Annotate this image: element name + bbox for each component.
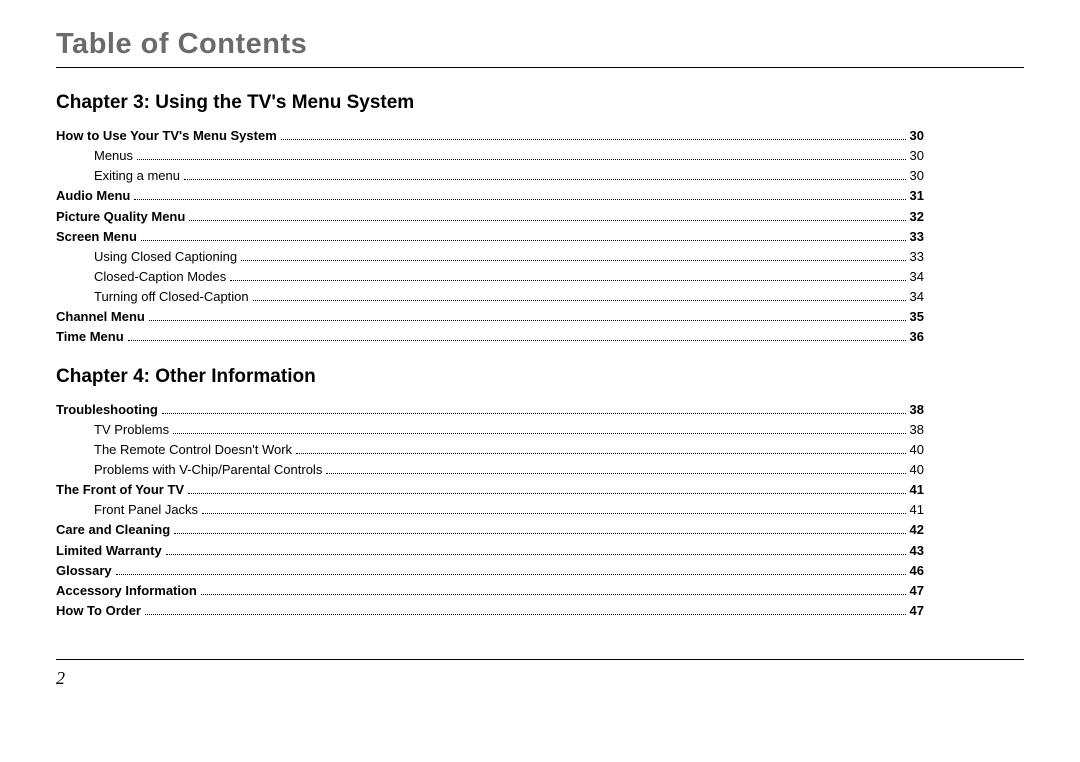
toc-entry-page: 36 (910, 327, 924, 347)
toc-entry-page: 33 (910, 247, 924, 267)
toc-entry-label: Exiting a menu (56, 166, 180, 186)
toc-leader-dots (253, 300, 906, 301)
toc-entry-label: Turning off Closed-Caption (56, 287, 249, 307)
toc-entry: Troubleshooting 38 (56, 400, 924, 420)
toc-entry: How to Use Your TV's Menu System 30 (56, 126, 924, 146)
toc-entry-label: Audio Menu (56, 186, 130, 206)
toc-entry: Accessory Information 47 (56, 581, 924, 601)
section-heading: Chapter 3: Using the TV's Menu System (56, 92, 924, 114)
toc-entry-page: 35 (910, 307, 924, 327)
toc-sections: Chapter 3: Using the TV's Menu System How… (56, 92, 1024, 621)
toc-leader-dots (201, 594, 906, 595)
toc-entry-page: 33 (910, 227, 924, 247)
toc-entry: The Front of Your TV 41 (56, 480, 924, 500)
toc-entry-label: Channel Menu (56, 307, 145, 327)
section-heading: Chapter 4: Other Information (56, 366, 924, 388)
toc-entry: Exiting a menu 30 (56, 166, 924, 186)
toc-entry-page: 38 (910, 400, 924, 420)
toc-entry: Care and Cleaning 42 (56, 520, 924, 540)
toc-entry-label: Menus (56, 146, 133, 166)
toc-entry: Turning off Closed-Caption 34 (56, 287, 924, 307)
footer-rule (56, 659, 1024, 660)
toc-entry-label: Picture Quality Menu (56, 207, 185, 227)
toc-leader-dots (174, 533, 905, 534)
page-title: Table of Contents (56, 28, 1024, 61)
toc-entry-page: 38 (910, 420, 924, 440)
toc-entry-label: How to Use Your TV's Menu System (56, 126, 277, 146)
toc-entry-page: 40 (910, 440, 924, 460)
toc-entry: The Remote Control Doesn't Work 40 (56, 440, 924, 460)
toc-entry-page: 46 (910, 561, 924, 581)
toc-leader-dots (281, 139, 906, 140)
toc-entry-label: TV Problems (56, 420, 169, 440)
toc-leader-dots (134, 199, 905, 200)
toc-entry-label: Accessory Information (56, 581, 197, 601)
toc-entry: Closed-Caption Modes 34 (56, 267, 924, 287)
toc-leader-dots (326, 473, 905, 474)
toc-entry-page: 30 (910, 166, 924, 186)
toc-leader-dots (241, 260, 905, 261)
toc-entry-label: Troubleshooting (56, 400, 158, 420)
toc-leader-dots (128, 340, 906, 341)
toc-entry-label: Using Closed Captioning (56, 247, 237, 267)
toc-entry-label: Limited Warranty (56, 541, 162, 561)
toc-entry: Limited Warranty 43 (56, 541, 924, 561)
toc-entry-page: 30 (910, 146, 924, 166)
toc-entry: Menus 30 (56, 146, 924, 166)
page-number: 2 (56, 668, 1024, 689)
toc-leader-dots (137, 159, 906, 160)
toc-entry: Using Closed Captioning 33 (56, 247, 924, 267)
toc-entry-label: Care and Cleaning (56, 520, 170, 540)
toc-leader-dots (230, 280, 905, 281)
toc-entry-page: 32 (910, 207, 924, 227)
toc-leader-dots (166, 554, 906, 555)
toc-entry-label: How To Order (56, 601, 141, 621)
toc-entry: Glossary 46 (56, 561, 924, 581)
toc-entry: Time Menu 36 (56, 327, 924, 347)
toc-entry-label: Screen Menu (56, 227, 137, 247)
toc-entry-label: Front Panel Jacks (56, 500, 198, 520)
toc-entry-page: 40 (910, 460, 924, 480)
toc-leader-dots (141, 240, 906, 241)
toc-entry-label: Glossary (56, 561, 112, 581)
toc-entry-label: The Front of Your TV (56, 480, 184, 500)
toc-entry-page: 47 (910, 601, 924, 621)
toc-leader-dots (173, 433, 905, 434)
toc-entry-label: Closed-Caption Modes (56, 267, 226, 287)
toc-entry: Screen Menu 33 (56, 227, 924, 247)
toc-entry-page: 47 (910, 581, 924, 601)
toc-entry: Front Panel Jacks 41 (56, 500, 924, 520)
toc-entry-page: 30 (910, 126, 924, 146)
toc-leader-dots (296, 453, 905, 454)
toc-entry: Channel Menu 35 (56, 307, 924, 327)
toc-leader-dots (116, 574, 906, 575)
toc-entry-page: 34 (910, 287, 924, 307)
toc-entry-page: 41 (910, 500, 924, 520)
toc-leader-dots (145, 614, 906, 615)
toc-entry-page: 43 (910, 541, 924, 561)
toc-leader-dots (149, 320, 906, 321)
toc-leader-dots (189, 220, 905, 221)
toc-entry-label: Time Menu (56, 327, 124, 347)
toc-entry-page: 31 (910, 186, 924, 206)
toc-leader-dots (162, 413, 906, 414)
toc-entry-page: 41 (910, 480, 924, 500)
title-rule (56, 67, 1024, 68)
toc-entry-label: The Remote Control Doesn't Work (56, 440, 292, 460)
toc-entry: TV Problems 38 (56, 420, 924, 440)
toc-entry: Audio Menu 31 (56, 186, 924, 206)
toc-leader-dots (202, 513, 905, 514)
toc-leader-dots (184, 179, 906, 180)
toc-leader-dots (188, 493, 905, 494)
toc-entry-page: 34 (910, 267, 924, 287)
toc-entry: Problems with V-Chip/Parental Controls 4… (56, 460, 924, 480)
toc-entry: How To Order 47 (56, 601, 924, 621)
toc-entry: Picture Quality Menu 32 (56, 207, 924, 227)
toc-list: How to Use Your TV's Menu System 30Menus… (56, 126, 924, 348)
toc-list: Troubleshooting 38TV Problems 38The Remo… (56, 400, 924, 622)
toc-entry-label: Problems with V-Chip/Parental Controls (56, 460, 322, 480)
toc-entry-page: 42 (910, 520, 924, 540)
